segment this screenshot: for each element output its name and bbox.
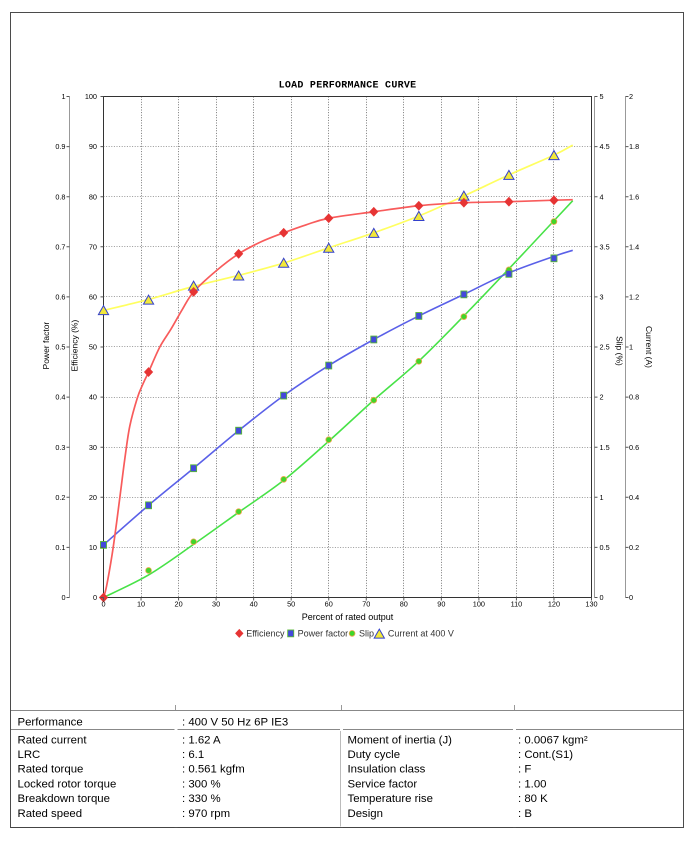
- svg-text:90: 90: [89, 142, 97, 151]
- svg-text:0.4: 0.4: [629, 493, 639, 502]
- svg-text:: 330 %: : 330 %: [182, 793, 221, 805]
- svg-text:0.6: 0.6: [55, 293, 65, 302]
- svg-text:3: 3: [600, 293, 604, 302]
- svg-text:LOAD PERFORMANCE CURVE: LOAD PERFORMANCE CURVE: [279, 81, 417, 92]
- svg-text:Power factor: Power factor: [298, 629, 349, 639]
- svg-text:0.1: 0.1: [55, 543, 65, 552]
- svg-text:0.2: 0.2: [55, 493, 65, 502]
- svg-text:50: 50: [287, 599, 295, 608]
- svg-text:Current (A): Current (A): [644, 326, 654, 368]
- svg-text:: B: : B: [518, 808, 532, 820]
- svg-text:30: 30: [89, 443, 97, 452]
- svg-text:40: 40: [250, 599, 258, 608]
- svg-text:: 300 %: : 300 %: [182, 778, 221, 790]
- svg-text:0.8: 0.8: [55, 192, 65, 201]
- svg-text:20: 20: [89, 493, 97, 502]
- svg-text:100: 100: [85, 92, 97, 101]
- svg-text:0: 0: [61, 593, 65, 602]
- svg-text:Design: Design: [348, 808, 383, 820]
- svg-text:0.2: 0.2: [629, 543, 639, 552]
- svg-text:60: 60: [325, 599, 333, 608]
- svg-text:1.2: 1.2: [629, 293, 639, 302]
- svg-text:Rated current: Rated current: [18, 734, 88, 746]
- svg-text:2.5: 2.5: [600, 343, 610, 352]
- svg-text:30: 30: [212, 599, 220, 608]
- svg-text:4.5: 4.5: [600, 142, 610, 151]
- svg-text:0.5: 0.5: [55, 343, 65, 352]
- svg-text:: F: : F: [518, 764, 531, 776]
- svg-text:0.4: 0.4: [55, 393, 65, 402]
- svg-text:Locked rotor torque: Locked rotor torque: [18, 778, 117, 790]
- svg-text:: 0.0067 kgm²: : 0.0067 kgm²: [518, 734, 588, 746]
- svg-text:1.6: 1.6: [629, 192, 639, 201]
- svg-text:: 400 V 50 Hz 6P IE3: : 400 V 50 Hz 6P IE3: [182, 717, 288, 729]
- svg-text:Power factor: Power factor: [41, 322, 51, 370]
- svg-text:Duty cycle: Duty cycle: [348, 749, 401, 761]
- svg-text:70: 70: [362, 599, 370, 608]
- svg-text:: 80 K: : 80 K: [518, 793, 548, 805]
- svg-text:10: 10: [137, 599, 145, 608]
- svg-text:: 0.561 kgfm: : 0.561 kgfm: [182, 764, 245, 776]
- svg-text:0.6: 0.6: [629, 443, 639, 452]
- svg-text:5: 5: [600, 92, 604, 101]
- svg-text:130: 130: [585, 599, 597, 608]
- svg-text:40: 40: [89, 393, 97, 402]
- svg-text:Slip (%): Slip (%): [615, 336, 625, 366]
- svg-text:3.5: 3.5: [600, 242, 610, 251]
- svg-text:Slip: Slip: [359, 629, 374, 639]
- svg-text:Breakdown torque: Breakdown torque: [18, 793, 110, 805]
- svg-text:20: 20: [175, 599, 183, 608]
- svg-text:2: 2: [600, 393, 604, 402]
- svg-text:Performance: Performance: [18, 717, 83, 729]
- svg-text:100: 100: [473, 599, 485, 608]
- svg-text:Insulation class: Insulation class: [348, 764, 426, 776]
- svg-text:60: 60: [89, 293, 97, 302]
- svg-text:120: 120: [548, 599, 560, 608]
- svg-text:4: 4: [600, 192, 604, 201]
- svg-text:80: 80: [400, 599, 408, 608]
- svg-text:Moment of inertia (J): Moment of inertia (J): [348, 734, 453, 746]
- svg-text:0.8: 0.8: [629, 393, 639, 402]
- svg-text:1: 1: [600, 493, 604, 502]
- svg-text:: Cont.(S1): : Cont.(S1): [518, 749, 573, 761]
- svg-text:0.9: 0.9: [55, 142, 65, 151]
- svg-text:1.4: 1.4: [629, 242, 639, 251]
- svg-text:70: 70: [89, 242, 97, 251]
- svg-text:: 1.00: : 1.00: [518, 778, 547, 790]
- svg-text:0: 0: [600, 593, 604, 602]
- svg-text:1.8: 1.8: [629, 142, 639, 151]
- svg-text:LRC: LRC: [18, 749, 41, 761]
- svg-text:: 6.1: : 6.1: [182, 749, 204, 761]
- svg-text:Temperature rise: Temperature rise: [348, 793, 433, 805]
- svg-text:0: 0: [629, 593, 633, 602]
- svg-text:Service factor: Service factor: [348, 778, 418, 790]
- svg-text:90: 90: [437, 599, 445, 608]
- svg-text:Percent of rated output: Percent of rated output: [302, 612, 394, 622]
- svg-text:Efficiency: Efficiency: [246, 629, 285, 639]
- svg-text:50: 50: [89, 343, 97, 352]
- svg-text:Current at 400 V: Current at 400 V: [388, 629, 454, 639]
- svg-text:0: 0: [101, 599, 105, 608]
- svg-text:0.7: 0.7: [55, 242, 65, 251]
- svg-text:1: 1: [629, 343, 633, 352]
- svg-text:0.3: 0.3: [55, 443, 65, 452]
- svg-text:0.5: 0.5: [600, 543, 610, 552]
- svg-text:1: 1: [61, 92, 65, 101]
- svg-text:2: 2: [629, 92, 633, 101]
- svg-text:10: 10: [89, 543, 97, 552]
- svg-text:0: 0: [93, 593, 97, 602]
- svg-text:110: 110: [511, 599, 523, 608]
- svg-text:1.5: 1.5: [600, 443, 610, 452]
- svg-text:Rated speed: Rated speed: [18, 808, 83, 820]
- svg-text:Efficiency (%): Efficiency (%): [70, 320, 80, 372]
- svg-text:: 970 rpm: : 970 rpm: [182, 808, 230, 820]
- svg-text:: 1.62 A: : 1.62 A: [182, 734, 221, 746]
- svg-text:80: 80: [89, 192, 97, 201]
- svg-text:Rated torque: Rated torque: [18, 764, 84, 776]
